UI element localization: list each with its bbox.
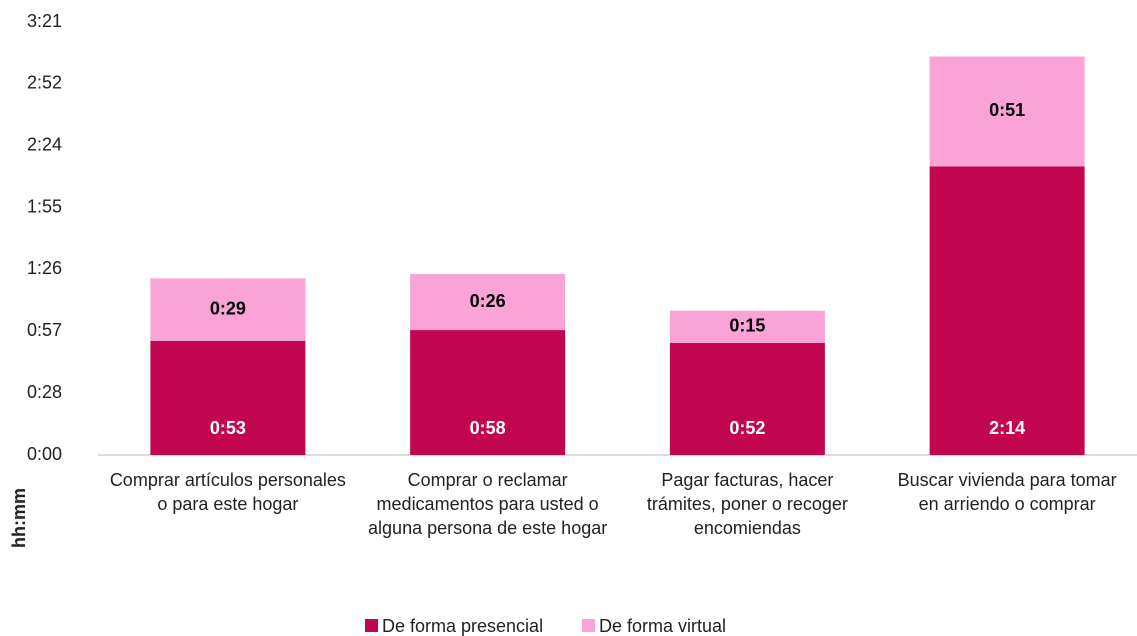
x-tick-label: Buscar vivienda para tomar en arriendo o… bbox=[897, 470, 1117, 514]
y-axis-label: hh:mm bbox=[9, 488, 29, 548]
data-label: 0:29 bbox=[210, 298, 246, 318]
bar-segment bbox=[669, 342, 825, 455]
x-tick-label: Comprar artículos personales o para este… bbox=[109, 470, 346, 514]
data-label: 0:51 bbox=[989, 100, 1025, 120]
bar-segment bbox=[410, 330, 566, 455]
bar-segment bbox=[150, 340, 306, 455]
y-tick-label: 0:00 bbox=[27, 444, 62, 464]
bar-segment bbox=[669, 310, 825, 343]
legend-label: De forma presencial bbox=[382, 616, 543, 636]
y-tick-label: 1:26 bbox=[27, 258, 62, 278]
bar-segment bbox=[929, 166, 1085, 456]
data-label: 0:53 bbox=[210, 418, 246, 438]
y-tick-label: 1:55 bbox=[27, 196, 62, 216]
bar-segment bbox=[150, 278, 306, 341]
data-label: 0:52 bbox=[729, 418, 765, 438]
data-label: 0:58 bbox=[470, 418, 506, 438]
bar-segment bbox=[410, 274, 566, 331]
y-tick-label: 0:28 bbox=[27, 382, 62, 402]
y-tick-label: 2:24 bbox=[27, 134, 62, 154]
data-label: 2:14 bbox=[989, 418, 1025, 438]
y-tick-label: 0:57 bbox=[27, 320, 62, 340]
legend-label: De forma virtual bbox=[599, 616, 726, 636]
legend-swatch bbox=[365, 619, 378, 632]
data-label: 0:15 bbox=[729, 316, 765, 336]
legend-swatch bbox=[582, 619, 595, 632]
x-tick-label: Pagar facturas, hacer trámites, poner o … bbox=[646, 470, 848, 538]
data-label: 0:26 bbox=[470, 291, 506, 311]
bar-segment bbox=[929, 56, 1085, 167]
y-tick-label: 2:52 bbox=[27, 73, 62, 93]
y-tick-label: 3:21 bbox=[27, 11, 62, 31]
x-tick-label: Comprar o reclamar medicamentos para ust… bbox=[368, 470, 608, 538]
